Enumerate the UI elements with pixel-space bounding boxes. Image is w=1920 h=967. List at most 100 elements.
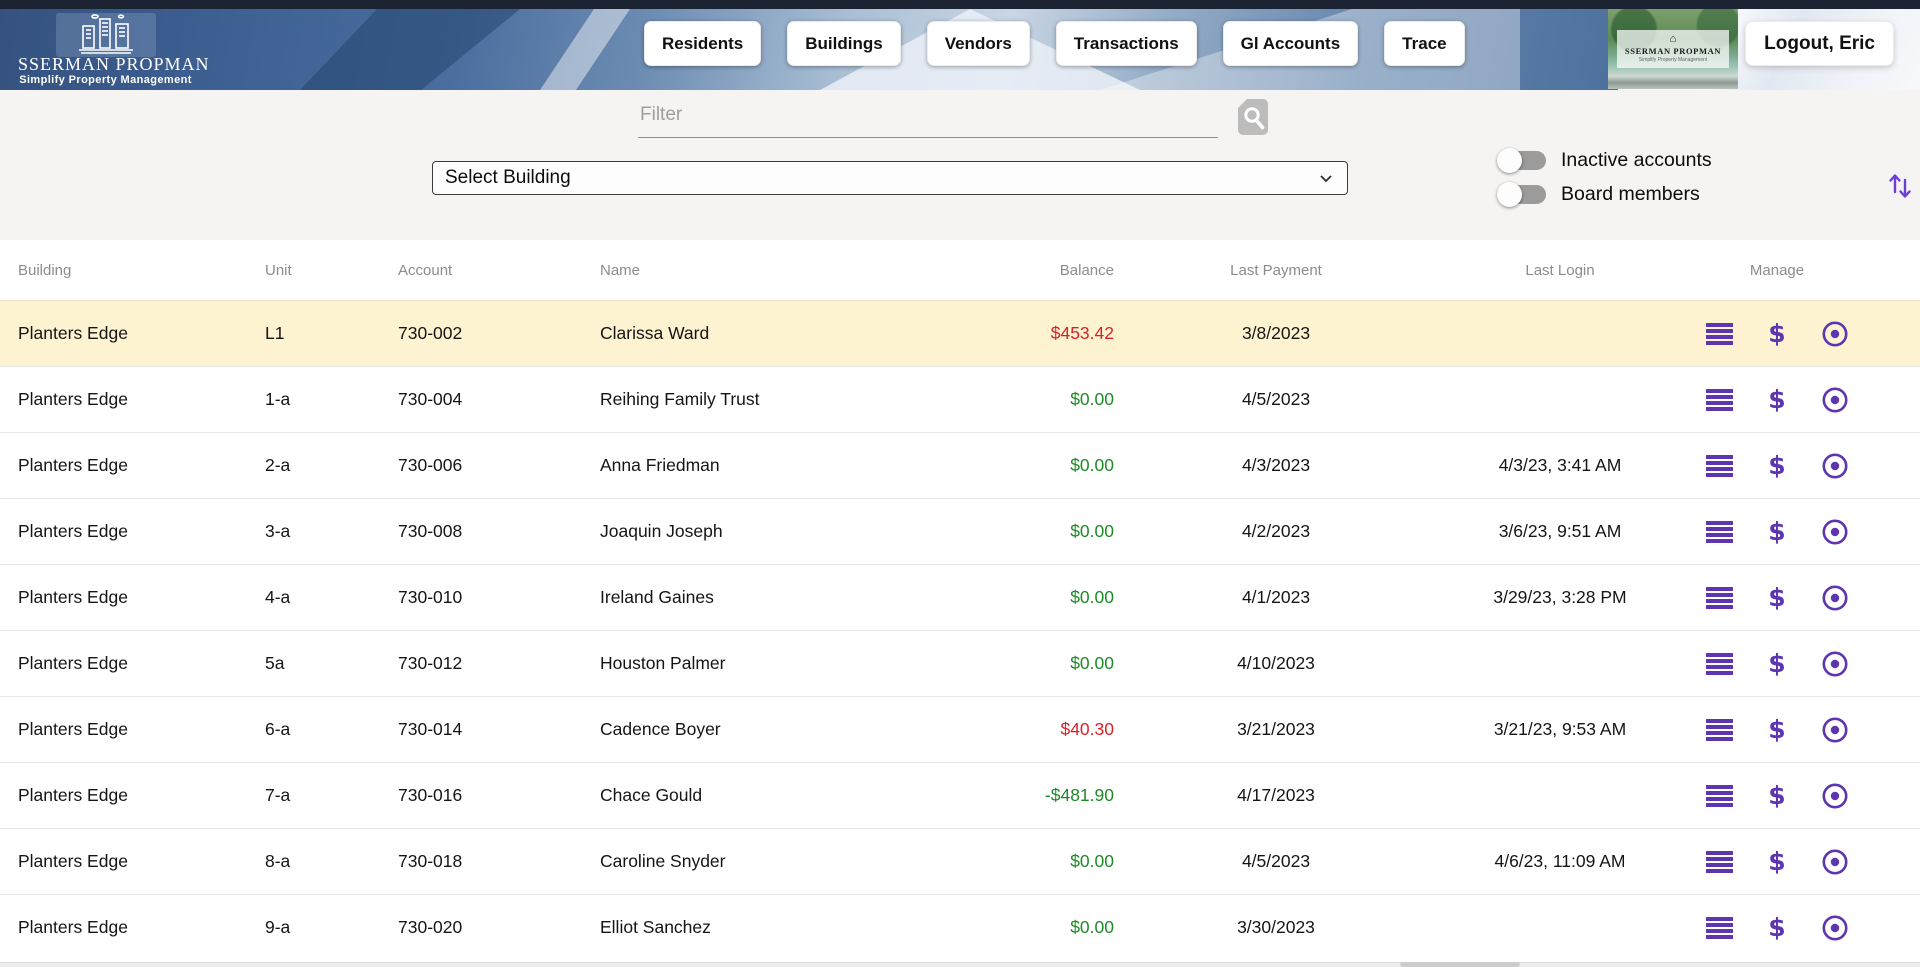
cell-building: Planters Edge bbox=[18, 455, 128, 475]
sort-button[interactable] bbox=[1886, 170, 1914, 200]
ledger-menu-button[interactable] bbox=[1704, 913, 1734, 943]
ledger-menu-button[interactable] bbox=[1704, 715, 1734, 745]
cell-manage bbox=[1690, 583, 1920, 613]
building-select[interactable]: Select Building bbox=[432, 161, 1348, 195]
header-name: Name bbox=[600, 261, 641, 279]
cell-manage bbox=[1690, 517, 1920, 547]
record-icon bbox=[1822, 453, 1848, 478]
top-strip bbox=[0, 0, 1920, 9]
dollar-icon bbox=[1768, 651, 1785, 676]
brand-name: SSERMAN PROPMAN bbox=[18, 54, 210, 74]
ledger-menu-button[interactable] bbox=[1704, 385, 1734, 415]
payments-button[interactable] bbox=[1762, 385, 1792, 415]
ledger-menu-button[interactable] bbox=[1704, 847, 1734, 877]
cell-building: Planters Edge bbox=[18, 917, 128, 937]
record-button[interactable] bbox=[1820, 847, 1850, 877]
cell-unit: 9-a bbox=[265, 917, 291, 937]
filter-input[interactable] bbox=[638, 96, 1218, 138]
payments-button[interactable] bbox=[1762, 781, 1792, 811]
table-row[interactable]: Planters Edge 4-a 730-010 Ireland Gaines… bbox=[0, 564, 1920, 630]
cell-name: Cadence Boyer bbox=[600, 719, 721, 739]
record-button[interactable] bbox=[1820, 583, 1850, 613]
dollar-icon bbox=[1768, 387, 1785, 412]
horizontal-scrollbar-thumb[interactable] bbox=[1400, 962, 1520, 967]
ledger-menu-button[interactable] bbox=[1704, 649, 1734, 679]
cell-balance: -$481.90 bbox=[1044, 785, 1114, 805]
payments-button[interactable] bbox=[1762, 583, 1792, 613]
ledger-menu-button[interactable] bbox=[1704, 451, 1734, 481]
ledger-menu-button[interactable] bbox=[1704, 781, 1734, 811]
record-button[interactable] bbox=[1820, 913, 1850, 943]
payments-button[interactable] bbox=[1762, 715, 1792, 745]
nav-gl-accounts-button[interactable]: Gl Accounts bbox=[1222, 21, 1359, 66]
watermark-logo-icon: ⌂ bbox=[1669, 33, 1677, 46]
menu-icon bbox=[1705, 520, 1733, 543]
cell-account: 730-018 bbox=[398, 851, 463, 871]
inactive-accounts-label: Inactive accounts bbox=[1561, 149, 1712, 171]
record-button[interactable] bbox=[1820, 715, 1850, 745]
cell-manage bbox=[1690, 847, 1920, 877]
ledger-menu-button[interactable] bbox=[1704, 517, 1734, 547]
menu-icon bbox=[1705, 718, 1733, 741]
dollar-icon bbox=[1768, 321, 1785, 346]
nav-vendors-button[interactable]: Vendors bbox=[926, 21, 1030, 66]
table-row[interactable]: Planters Edge L1 730-002 Clarissa Ward $… bbox=[0, 300, 1920, 366]
table-row[interactable]: Planters Edge 8-a 730-018 Caroline Snyde… bbox=[0, 828, 1920, 894]
header-manage: Manage bbox=[1749, 261, 1805, 279]
search-button[interactable] bbox=[1236, 98, 1270, 138]
ledger-menu-button[interactable] bbox=[1704, 583, 1734, 613]
cell-last-payment: 4/1/2023 bbox=[1241, 587, 1311, 607]
dollar-icon bbox=[1768, 585, 1785, 610]
inactive-accounts-toggle[interactable] bbox=[1497, 148, 1547, 173]
payments-button[interactable] bbox=[1762, 319, 1792, 349]
cell-manage bbox=[1690, 781, 1920, 811]
record-button[interactable] bbox=[1820, 517, 1850, 547]
photo-watermark: ⌂ SSERMAN PROPMAN Simplify Property Mana… bbox=[1617, 29, 1729, 69]
record-button[interactable] bbox=[1820, 781, 1850, 811]
cell-unit: 5a bbox=[265, 653, 285, 673]
cell-last-login: 3/6/23, 9:51 AM bbox=[1498, 521, 1622, 541]
record-button[interactable] bbox=[1820, 649, 1850, 679]
table-row[interactable]: Planters Edge 7-a 730-016 Chace Gould -$… bbox=[0, 762, 1920, 828]
nav-transactions-button[interactable]: Transactions bbox=[1055, 21, 1197, 66]
property-photo-thumbnail: ⌂ SSERMAN PROPMAN Simplify Property Mana… bbox=[1608, 9, 1738, 89]
ledger-menu-button[interactable] bbox=[1704, 319, 1734, 349]
payments-button[interactable] bbox=[1762, 913, 1792, 943]
cell-name: Elliot Sanchez bbox=[600, 917, 711, 937]
dollar-icon bbox=[1768, 717, 1785, 742]
record-button[interactable] bbox=[1820, 451, 1850, 481]
payments-button[interactable] bbox=[1762, 649, 1792, 679]
logout-button[interactable]: Logout, Eric bbox=[1745, 21, 1894, 66]
dollar-icon bbox=[1768, 849, 1785, 874]
menu-icon bbox=[1705, 850, 1733, 873]
cell-last-login: 3/21/23, 9:53 AM bbox=[1493, 719, 1627, 739]
table-row[interactable]: Planters Edge 9-a 730-020 Elliot Sanchez… bbox=[0, 894, 1920, 960]
nav-trace-button[interactable]: Trace bbox=[1384, 21, 1465, 66]
menu-icon bbox=[1705, 454, 1733, 477]
chevron-down-icon bbox=[1315, 167, 1337, 189]
payments-button[interactable] bbox=[1762, 847, 1792, 877]
cell-balance: $0.00 bbox=[1070, 917, 1114, 937]
table-row[interactable]: Planters Edge 1-a 730-004 Reihing Family… bbox=[0, 366, 1920, 432]
cell-building: Planters Edge bbox=[18, 719, 128, 739]
table-row[interactable]: Planters Edge 3-a 730-008 Joaquin Joseph… bbox=[0, 498, 1920, 564]
record-icon bbox=[1822, 585, 1848, 610]
nav-buildings-button[interactable]: Buildings bbox=[787, 21, 901, 66]
table-row[interactable]: Planters Edge 2-a 730-006 Anna Friedman … bbox=[0, 432, 1920, 498]
nav-residents-button[interactable]: Residents bbox=[644, 21, 762, 66]
cell-account: 730-008 bbox=[398, 521, 463, 541]
record-icon bbox=[1822, 321, 1848, 346]
record-button[interactable] bbox=[1820, 385, 1850, 415]
record-button[interactable] bbox=[1820, 319, 1850, 349]
payments-button[interactable] bbox=[1762, 451, 1792, 481]
board-members-toggle[interactable] bbox=[1497, 182, 1547, 207]
cell-building: Planters Edge bbox=[18, 389, 128, 409]
cell-unit: 7-a bbox=[265, 785, 291, 805]
main-nav: Residents Buildings Vendors Transactions… bbox=[644, 21, 1465, 66]
cell-name: Reihing Family Trust bbox=[600, 389, 760, 409]
payments-button[interactable] bbox=[1762, 517, 1792, 547]
table-row[interactable]: Planters Edge 5a 730-012 Houston Palmer … bbox=[0, 630, 1920, 696]
table-row[interactable]: Planters Edge 6-a 730-014 Cadence Boyer … bbox=[0, 696, 1920, 762]
cell-last-payment: 3/8/2023 bbox=[1241, 323, 1311, 343]
cell-last-payment: 4/5/2023 bbox=[1241, 851, 1311, 871]
